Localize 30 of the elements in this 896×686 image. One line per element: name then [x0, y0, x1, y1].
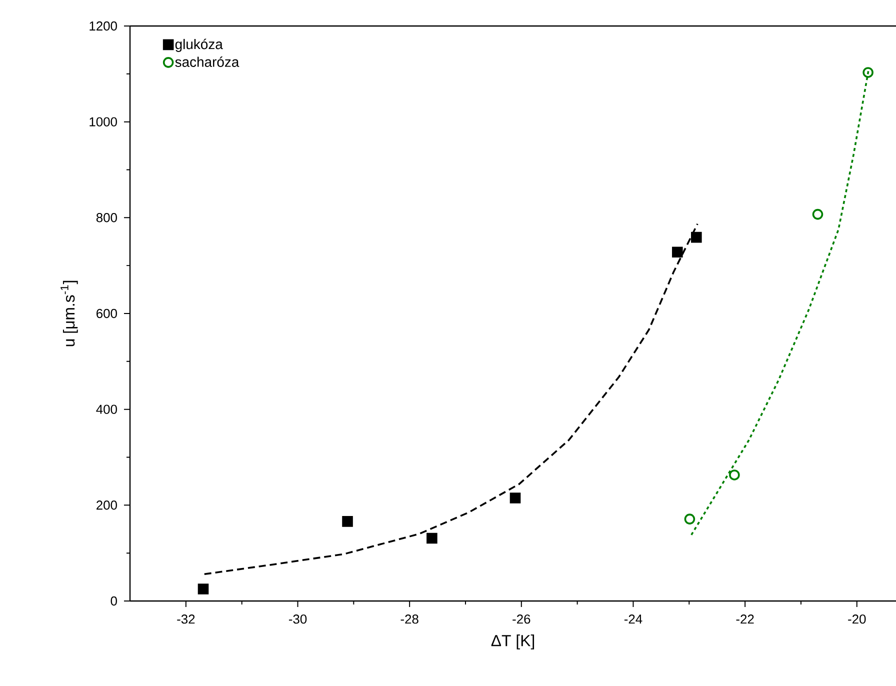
point	[862, 67, 874, 78]
point	[729, 470, 740, 480]
y-tick-label: 400	[96, 404, 117, 414]
y-tick-label: 800	[96, 213, 117, 222]
point	[510, 492, 521, 504]
point	[342, 516, 353, 527]
x-tick-label: -32	[177, 614, 195, 624]
y-tick-label: 600	[96, 308, 117, 318]
legend-label: sacharóza	[175, 56, 240, 67]
point	[426, 532, 438, 544]
point	[672, 246, 683, 258]
point	[812, 208, 824, 220]
legend-label: glukóza	[175, 38, 223, 52]
point	[691, 232, 702, 243]
x-tick-label: -24	[624, 614, 642, 624]
y-tick-label: 1000	[90, 117, 117, 126]
line-series	[690, 68, 870, 536]
y-axis-title: u [μm.s$^{-1}$]	[60, 280, 78, 346]
x-tick-label: -26	[512, 614, 530, 624]
x-axis-title: ΔT [K]	[491, 634, 534, 650]
point	[198, 584, 209, 594]
line-series	[203, 222, 698, 576]
x-tick-label: -30	[288, 614, 307, 624]
x-tick-label: -20	[848, 614, 866, 624]
y-tick-label: 200	[96, 500, 117, 510]
y-tick-label: 1200	[90, 21, 117, 31]
point	[684, 514, 696, 524]
x-tick-label: -22	[736, 614, 754, 624]
x-tick-label: -28	[400, 614, 418, 624]
y-tick-label: 0	[110, 596, 117, 606]
